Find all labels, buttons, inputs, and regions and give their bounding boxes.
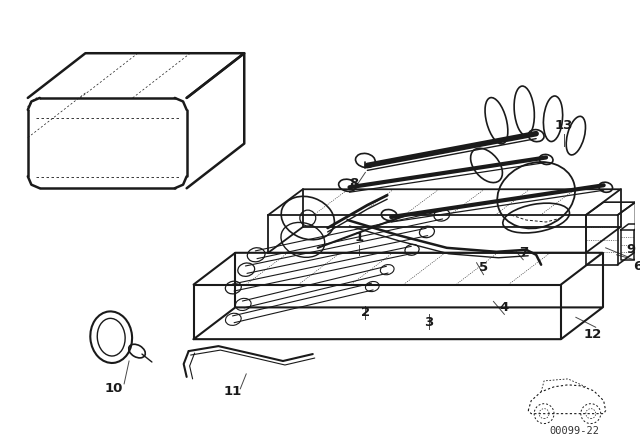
Text: 5: 5 [479, 261, 488, 274]
Text: 3: 3 [424, 316, 433, 329]
Text: 11: 11 [223, 385, 241, 398]
Text: 2: 2 [361, 306, 370, 319]
Text: 12: 12 [584, 327, 602, 341]
Text: 1: 1 [355, 232, 364, 245]
Text: 7: 7 [518, 246, 528, 259]
Text: 4: 4 [500, 301, 509, 314]
Text: 8: 8 [349, 177, 358, 190]
Text: 00099-22: 00099-22 [549, 426, 599, 435]
Text: 13: 13 [555, 119, 573, 132]
Text: 10: 10 [105, 382, 124, 395]
Text: 9: 9 [626, 243, 635, 256]
Text: 6: 6 [633, 260, 640, 273]
